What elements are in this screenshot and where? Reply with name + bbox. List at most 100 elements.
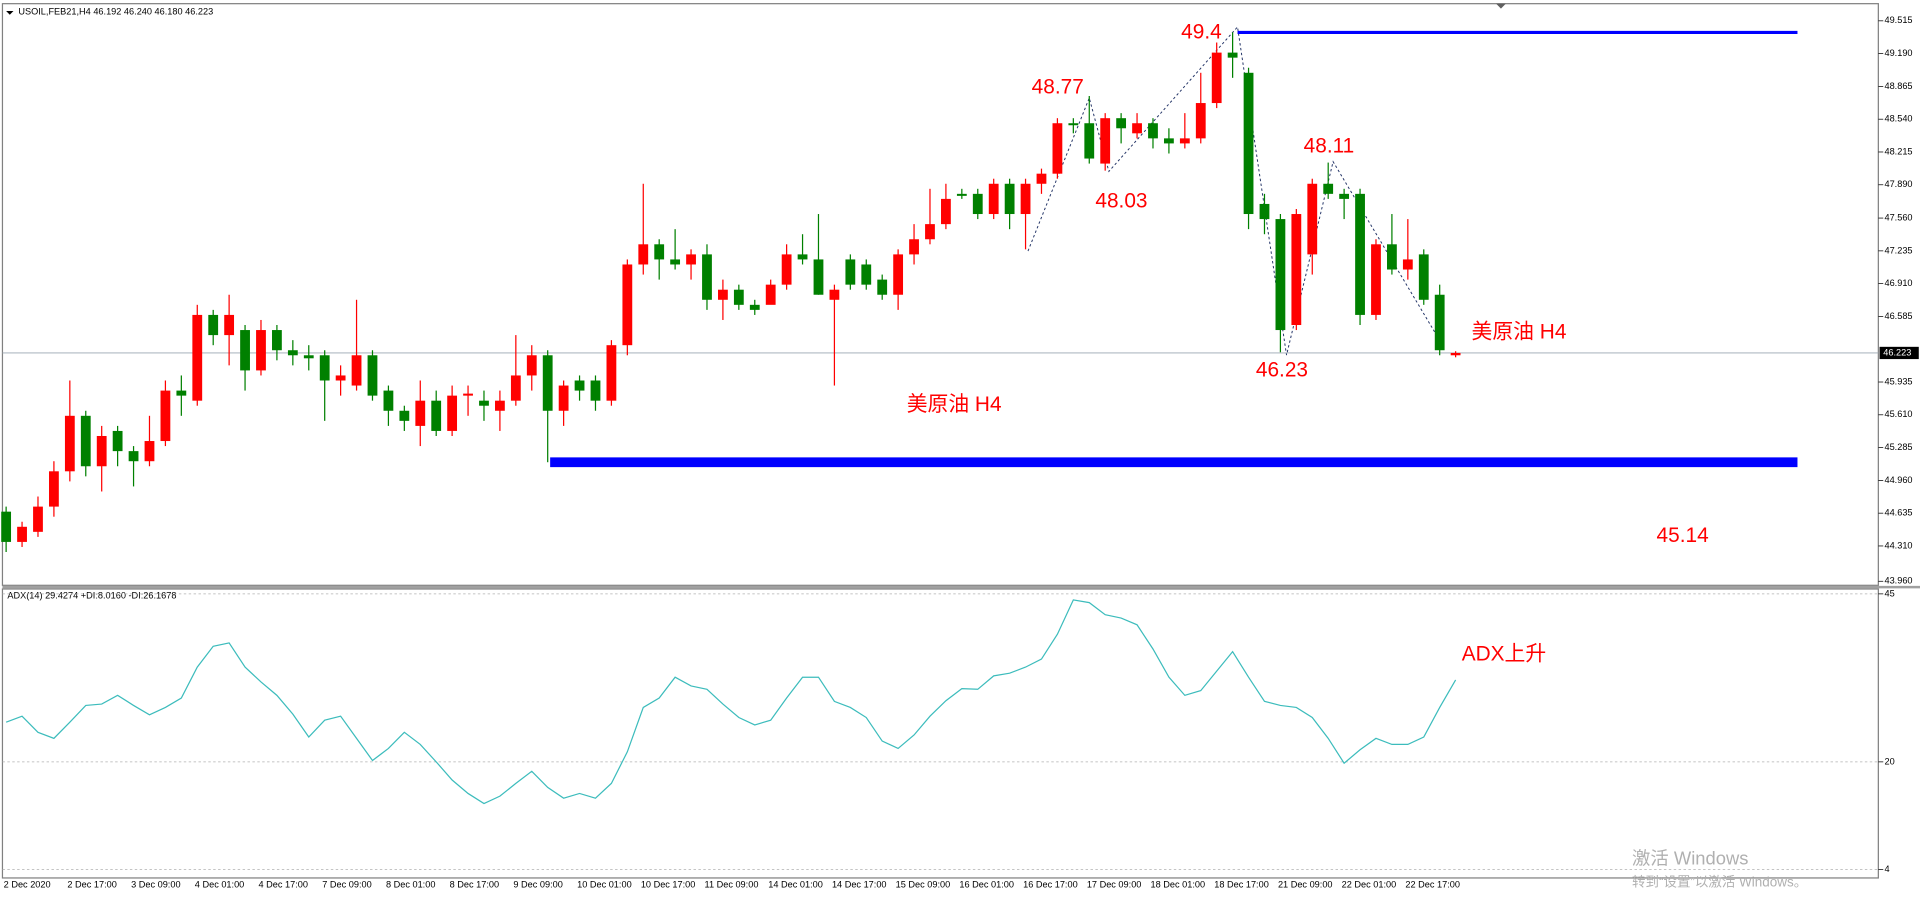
candle-body [1052,123,1063,174]
x-tick-label: 18 Dec 17:00 [1214,880,1269,890]
x-tick-label: 18 Dec 01:00 [1151,880,1206,890]
candle-body [590,380,601,401]
candle-body [1084,123,1095,159]
x-tick-label: 14 Dec 01:00 [768,880,823,890]
candle-body [686,254,696,265]
candle-body [208,314,219,336]
candle-body [144,441,155,462]
candle-body [670,259,681,265]
annotation: 45.14 [1657,524,1709,547]
current-price-label: 46.223 [1883,347,1911,357]
watermark: 激活 Windows [1632,847,1748,868]
candle-body [606,345,617,401]
y-tick-label: 45 [1884,588,1894,598]
candle-body [638,244,649,265]
candle-body [479,400,489,406]
x-tick-label: 15 Dec 09:00 [896,880,951,890]
y-tick-label: 49.190 [1884,48,1912,58]
candle-body [1020,183,1031,215]
candle-body [909,239,919,255]
candle-body [558,385,569,411]
candle-body [1259,203,1270,220]
candle-body [256,330,266,371]
candle-body [80,415,91,467]
candle-body [351,355,362,386]
y-tick-label: 46.910 [1884,278,1912,288]
candle-body [702,254,712,300]
x-tick-label: 10 Dec 01:00 [577,880,632,890]
candle-body [765,284,776,305]
current-price-box [1879,346,1919,360]
candle-body [526,355,537,376]
candle-body [447,395,458,431]
y-tick-label: 44.960 [1884,475,1912,485]
candle-body [17,526,27,542]
candle-body [1068,123,1079,126]
x-tick-label: 22 Dec 01:00 [1342,880,1397,890]
candle-body [861,264,872,285]
shift-marker [1496,3,1506,9]
candle-body [1036,173,1047,184]
candle-body [925,224,935,240]
candle-body [303,355,314,359]
y-tick-label: 48.215 [1884,146,1912,156]
candle-body [941,198,951,225]
candle-body [495,400,505,411]
candle-body [240,330,250,371]
candle-body [399,410,410,421]
y-tick-label: 47.560 [1884,212,1912,222]
candle-body [1164,138,1174,144]
candle-body [64,415,75,472]
annotation: 48.11 [1304,134,1355,157]
y-tick-label: 48.540 [1884,114,1912,124]
candle-body [1275,219,1286,331]
y-tick-label: 48.865 [1884,81,1912,91]
y-tick-label: 45.285 [1884,442,1912,452]
candle-body [1243,72,1254,215]
candle-body [383,390,394,411]
candle-body [956,193,967,196]
x-tick-label: 3 Dec 09:00 [131,880,180,890]
candle-body [272,330,282,351]
adx-title: ADX(14) 29.4274 +DI:8.0160 -DI:26.1678 [7,591,176,601]
price-panel [1,3,1879,586]
candle-body [542,355,553,411]
candle-body [128,451,139,462]
x-tick-label: 8 Dec 01:00 [386,880,435,890]
candle-body [176,390,187,396]
watermark: 转到“设置”以激活 Windows。 [1632,874,1807,889]
candle-body [1148,123,1158,139]
candle-body [1307,183,1318,255]
candle-body [1371,244,1381,315]
candle-body [463,393,473,396]
candle-body [1402,259,1413,270]
candle-body [1450,352,1461,356]
candle-body [1323,183,1334,194]
annotation: 美原油 H4 [1472,321,1567,344]
candle-body [797,254,808,260]
candle-body [1004,183,1015,215]
candle-body [654,244,665,260]
x-tick-label: 16 Dec 17:00 [1023,880,1078,890]
x-tick-label: 9 Dec 09:00 [513,880,562,890]
candle-body [972,193,983,215]
y-tick-label: 47.235 [1884,245,1912,255]
candle-body [1291,214,1302,326]
x-tick-label: 4 Dec 17:00 [259,880,308,890]
y-tick-label: 44.310 [1884,540,1912,550]
y-tick-label: 46.585 [1884,311,1912,321]
candle-body [112,430,123,452]
x-tick-label: 7 Dec 09:00 [322,880,371,890]
candle-body [574,380,585,391]
candle-body [335,375,346,381]
candle-body [1132,123,1142,134]
adx-line [5,599,1457,805]
chart-title: USOIL,FEB21,H4 46.192 46.240 46.180 46.2… [18,7,213,17]
x-tick-label: 17 Dec 09:00 [1087,880,1142,890]
x-tick-label: 2 Dec 2020 [4,880,51,890]
annotation: 美原油 H4 [907,393,1002,416]
candle-body [192,314,203,401]
candle-body [160,390,171,442]
candle-body [367,355,378,396]
candle-body [845,259,856,285]
